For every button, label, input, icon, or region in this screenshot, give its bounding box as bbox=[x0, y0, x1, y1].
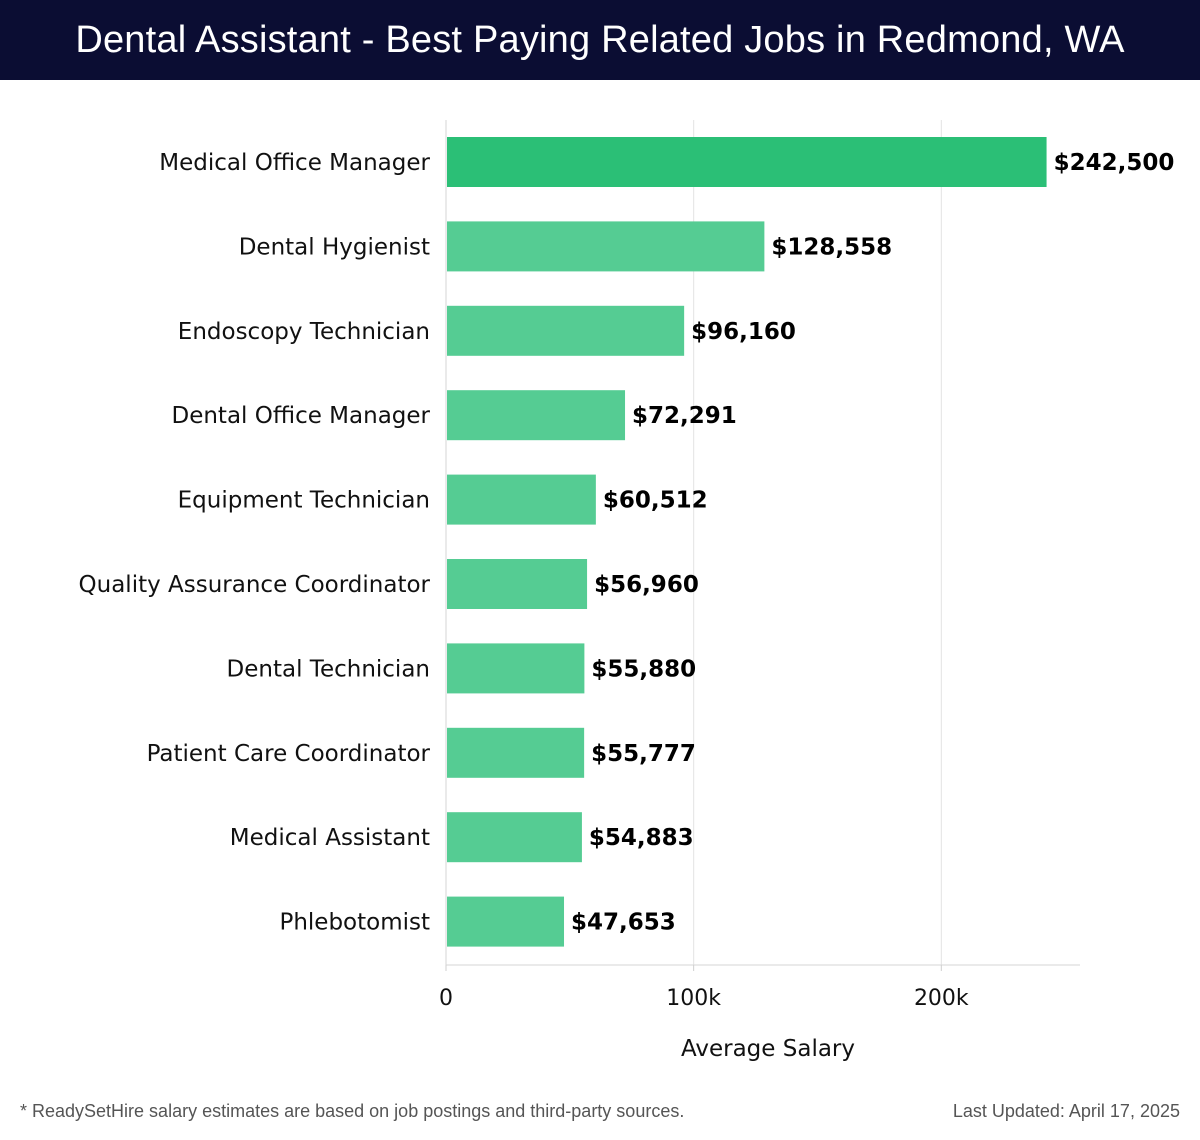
data-label: $56,960 bbox=[594, 572, 699, 598]
bar-chart: 0 100k 200k Average Salary Medical Office Ma… bbox=[79, 120, 1175, 1062]
data-label: $54,883 bbox=[589, 825, 694, 851]
category-label: Patient Care Coordinator bbox=[147, 741, 431, 767]
bar bbox=[447, 559, 588, 609]
x-axis-label: Average Salary bbox=[681, 1036, 855, 1062]
data-label: $96,160 bbox=[691, 319, 796, 345]
bar bbox=[447, 390, 626, 441]
x-tick-label: 200k bbox=[914, 986, 969, 1011]
category-label: Phlebotomist bbox=[279, 910, 430, 936]
category-label: Quality Assurance Coordinator bbox=[79, 572, 431, 598]
category-label: Dental Hygienist bbox=[239, 234, 430, 260]
bar bbox=[447, 305, 685, 356]
last-updated: Last Updated: April 17, 2025 bbox=[952, 1101, 1180, 1121]
bar bbox=[447, 727, 585, 778]
category-label: Dental Technician bbox=[227, 656, 430, 682]
bar bbox=[447, 221, 765, 272]
bar bbox=[447, 643, 585, 694]
data-label: $242,500 bbox=[1054, 150, 1175, 176]
bar bbox=[447, 896, 565, 947]
category-label: Equipment Technician bbox=[178, 488, 430, 514]
x-tick-label: 0 bbox=[439, 986, 453, 1011]
bar bbox=[447, 137, 1047, 187]
data-label: $128,558 bbox=[771, 234, 892, 260]
category-label: Medical Assistant bbox=[230, 825, 430, 851]
footer-note: * ReadySetHire salary estimates are base… bbox=[20, 1101, 685, 1121]
category-label: Dental Office Manager bbox=[171, 403, 430, 429]
chart-header: Dental Assistant - Best Paying Related J… bbox=[0, 0, 1200, 80]
data-label: $72,291 bbox=[632, 403, 737, 429]
data-label: $55,880 bbox=[591, 656, 696, 682]
data-label: $55,777 bbox=[591, 741, 696, 767]
data-label: $47,653 bbox=[571, 910, 676, 936]
category-label: Medical Office Manager bbox=[159, 150, 430, 176]
data-label: $60,512 bbox=[603, 488, 708, 514]
chart-title: Dental Assistant - Best Paying Related J… bbox=[75, 18, 1125, 61]
bar bbox=[447, 812, 582, 863]
bar bbox=[447, 474, 596, 525]
category-label: Endoscopy Technician bbox=[178, 319, 430, 345]
x-tick-label: 100k bbox=[666, 986, 721, 1011]
